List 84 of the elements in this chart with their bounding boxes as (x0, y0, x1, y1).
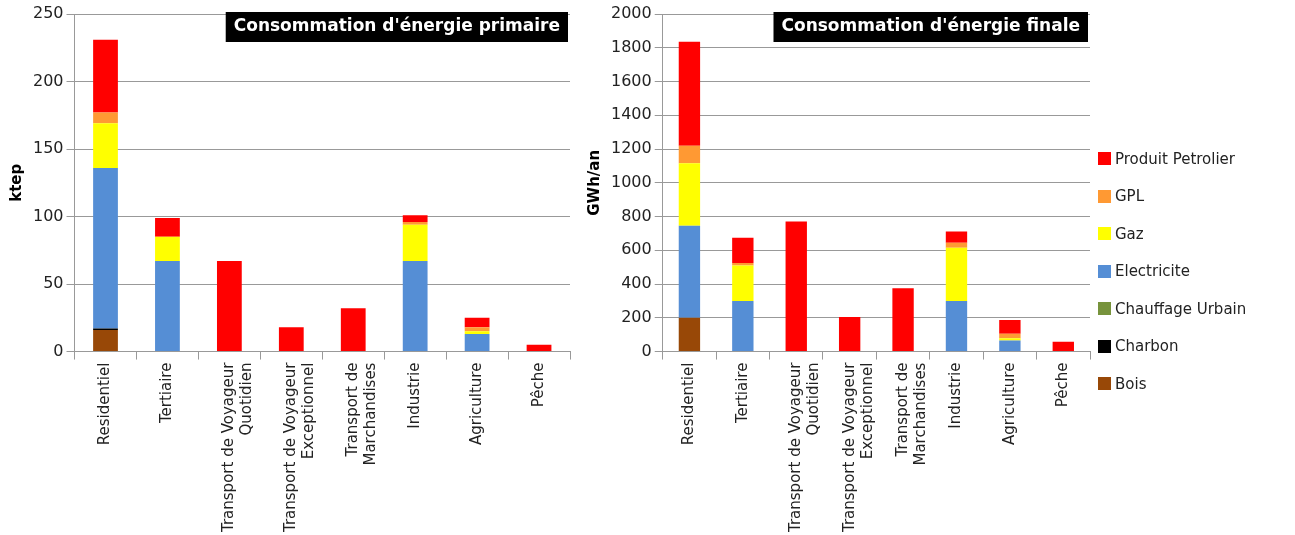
y-tick-label: 2000 (611, 3, 652, 23)
chart-title: Consommation d'énergie finale (781, 15, 1081, 36)
y-tick-label: 200 (621, 306, 652, 326)
bar (785, 221, 807, 352)
bar (678, 41, 701, 146)
bar (93, 329, 118, 352)
y-tick-label: 1800 (611, 36, 652, 56)
bar (526, 344, 552, 352)
x-tick-label: Tertiaire (157, 362, 176, 425)
bar (732, 300, 754, 352)
bar (999, 340, 1021, 352)
bar (155, 217, 180, 237)
x-tick-label: Agriculture (466, 362, 485, 446)
bar (464, 327, 490, 332)
chart-title: Consommation d'énergie primaire (233, 15, 560, 36)
bar (402, 215, 428, 222)
bar (892, 288, 914, 352)
y-tick-label: 0 (53, 340, 64, 360)
y-tick-label: 1200 (611, 138, 652, 158)
x-tick-label: Transport de Voyageur Exceptionnel (281, 361, 318, 534)
bar (93, 112, 118, 124)
bar (464, 331, 490, 335)
y-tick-label: 100 (32, 205, 64, 225)
y-tick-label: 200 (32, 70, 64, 90)
y-tick-label: 1000 (611, 171, 652, 191)
bar (999, 320, 1021, 334)
y-axis-title: GWh/an (584, 149, 603, 216)
bar (999, 338, 1021, 341)
bar (340, 308, 366, 352)
y-tick-label: 1600 (611, 70, 652, 90)
bar (155, 236, 180, 262)
x-tick-label: Industrie (405, 362, 424, 429)
legend-label: Bois (1115, 374, 1147, 393)
bar (945, 242, 968, 248)
x-tick-label: Residentiel (95, 362, 114, 446)
bar (402, 221, 428, 225)
y-tick-label: 50 (43, 273, 64, 293)
bar (216, 261, 242, 352)
bar (678, 225, 701, 318)
x-tick-label: Transport de Marchandises (343, 362, 380, 466)
x-tick-label: Transport de Voyageur Quotidien (219, 361, 256, 534)
bar (999, 333, 1021, 339)
bar (464, 334, 490, 352)
x-tick-label: Residentiel (679, 362, 698, 446)
bar (464, 317, 490, 328)
bar (155, 261, 180, 352)
bar (278, 327, 304, 352)
bar (402, 261, 428, 352)
y-tick-label: 400 (621, 273, 652, 293)
bar (93, 39, 118, 113)
x-tick-label: Pêche (528, 362, 547, 408)
legend-label: Chauffage Urbain (1115, 299, 1247, 318)
x-tick-label: Tertiaire (732, 362, 751, 425)
bar (732, 237, 754, 263)
bar (838, 316, 861, 352)
y-axis-title: ktep (6, 163, 25, 202)
x-tick-label: Industrie (946, 362, 965, 429)
x-tick-label: Transport de Voyageur Exceptionnel (839, 361, 876, 534)
bar (945, 231, 968, 243)
legend-label: Charbon (1115, 337, 1179, 356)
x-tick-label: Transport de Voyageur Quotidien (786, 361, 823, 534)
bar (402, 224, 428, 262)
y-tick-label: 150 (32, 138, 64, 158)
bar (678, 145, 701, 164)
bar (93, 123, 118, 168)
x-tick-label: Transport de Marchandises (892, 362, 929, 466)
bar (945, 247, 968, 301)
bar (732, 265, 754, 301)
legend-label: Electricite (1115, 262, 1190, 281)
bar (93, 167, 118, 329)
legend-label: Produit Petrolier (1115, 149, 1236, 168)
x-tick-label: Pêche (1053, 362, 1072, 408)
y-tick-label: 1400 (611, 104, 652, 124)
y-tick-label: 800 (621, 205, 652, 225)
bar (678, 317, 701, 352)
bar (1052, 341, 1074, 352)
bar (945, 300, 968, 352)
x-tick-label: Agriculture (999, 362, 1018, 446)
legend-label: GPL (1115, 187, 1145, 206)
legend-label: Gaz (1115, 224, 1144, 243)
y-tick-label: 600 (621, 239, 652, 259)
y-tick-label: 0 (641, 340, 652, 360)
bar (678, 163, 701, 226)
y-tick-label: 250 (32, 3, 64, 23)
